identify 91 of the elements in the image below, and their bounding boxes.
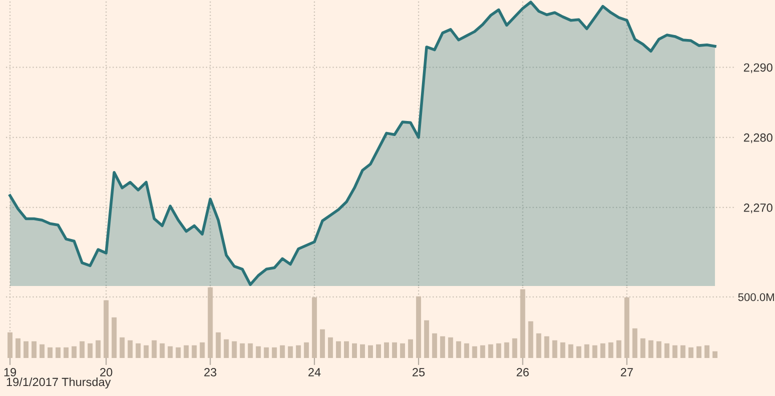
bar [504,342,510,358]
y-tick-label: 2,280 [744,133,772,144]
bar [64,347,69,358]
bar [584,344,590,358]
bar [256,346,261,358]
bar [608,342,614,358]
bar [472,346,478,358]
bar [536,333,542,358]
bar [296,345,301,358]
bar [560,342,566,358]
x-tick-label: 19 [4,368,16,376]
bar [152,340,157,358]
bar [616,340,622,358]
bar [632,328,638,358]
bar [424,320,430,358]
bar [376,344,381,358]
bar [392,342,398,358]
bar [344,341,349,358]
bar [496,343,502,358]
bar [672,345,678,358]
y-tick-label: 2,290 [744,63,772,74]
bar [272,347,277,358]
bar [432,333,438,358]
bar [600,343,606,358]
bar [128,340,133,358]
bar [304,342,309,358]
bar [264,347,269,358]
bar [440,336,446,358]
bar [40,344,45,358]
bar [592,345,598,358]
bar [88,343,93,358]
x-tick-label: 27 [620,368,633,376]
bar [568,344,574,358]
bar [528,321,534,358]
bar [320,329,325,358]
bar [656,341,662,358]
bar [240,343,245,358]
bar [360,344,365,358]
bar [512,338,518,358]
bar [200,342,205,358]
bar [352,343,357,358]
bar [456,341,462,358]
x-tick-label: 24 [308,368,321,376]
bar [368,345,373,358]
bar [288,346,293,358]
bar [216,332,221,358]
bar [664,343,670,358]
bar [96,340,101,358]
bar [640,338,646,358]
bar [248,343,253,358]
bar [576,346,582,358]
bar [176,347,181,358]
bar [24,341,29,358]
bar [144,345,149,358]
y-tick-label: 500.0M [738,293,774,302]
bar [232,341,237,358]
bar [56,347,61,358]
bar [688,347,694,358]
bar [384,342,390,358]
bar [280,345,285,358]
bar [80,341,85,358]
bar [224,339,229,358]
bar [464,343,470,358]
bar [544,336,550,358]
bar [120,337,125,358]
x-tick-label: 23 [204,368,216,376]
x-tick-label: 26 [516,368,529,376]
bar [136,343,141,358]
bar [16,338,20,358]
bar [696,346,702,358]
bar [648,340,654,358]
bar [160,343,165,358]
bar [168,346,173,358]
x-tick-label: 25 [412,368,425,376]
bar [408,339,414,358]
bar [48,347,53,358]
bar [704,345,710,358]
bar [32,341,37,358]
bar [112,317,117,358]
bar [680,345,686,358]
bar [480,345,486,358]
bar [448,337,454,358]
bar [328,337,333,358]
bar [488,344,494,358]
bar [712,351,718,358]
bar [336,341,341,358]
y-tick-label: 2,270 [744,204,772,214]
bar [400,343,406,358]
text: 19/1/2017 Thursday [6,377,111,389]
bar [72,346,77,358]
x-tick-label: 20 [100,368,112,376]
